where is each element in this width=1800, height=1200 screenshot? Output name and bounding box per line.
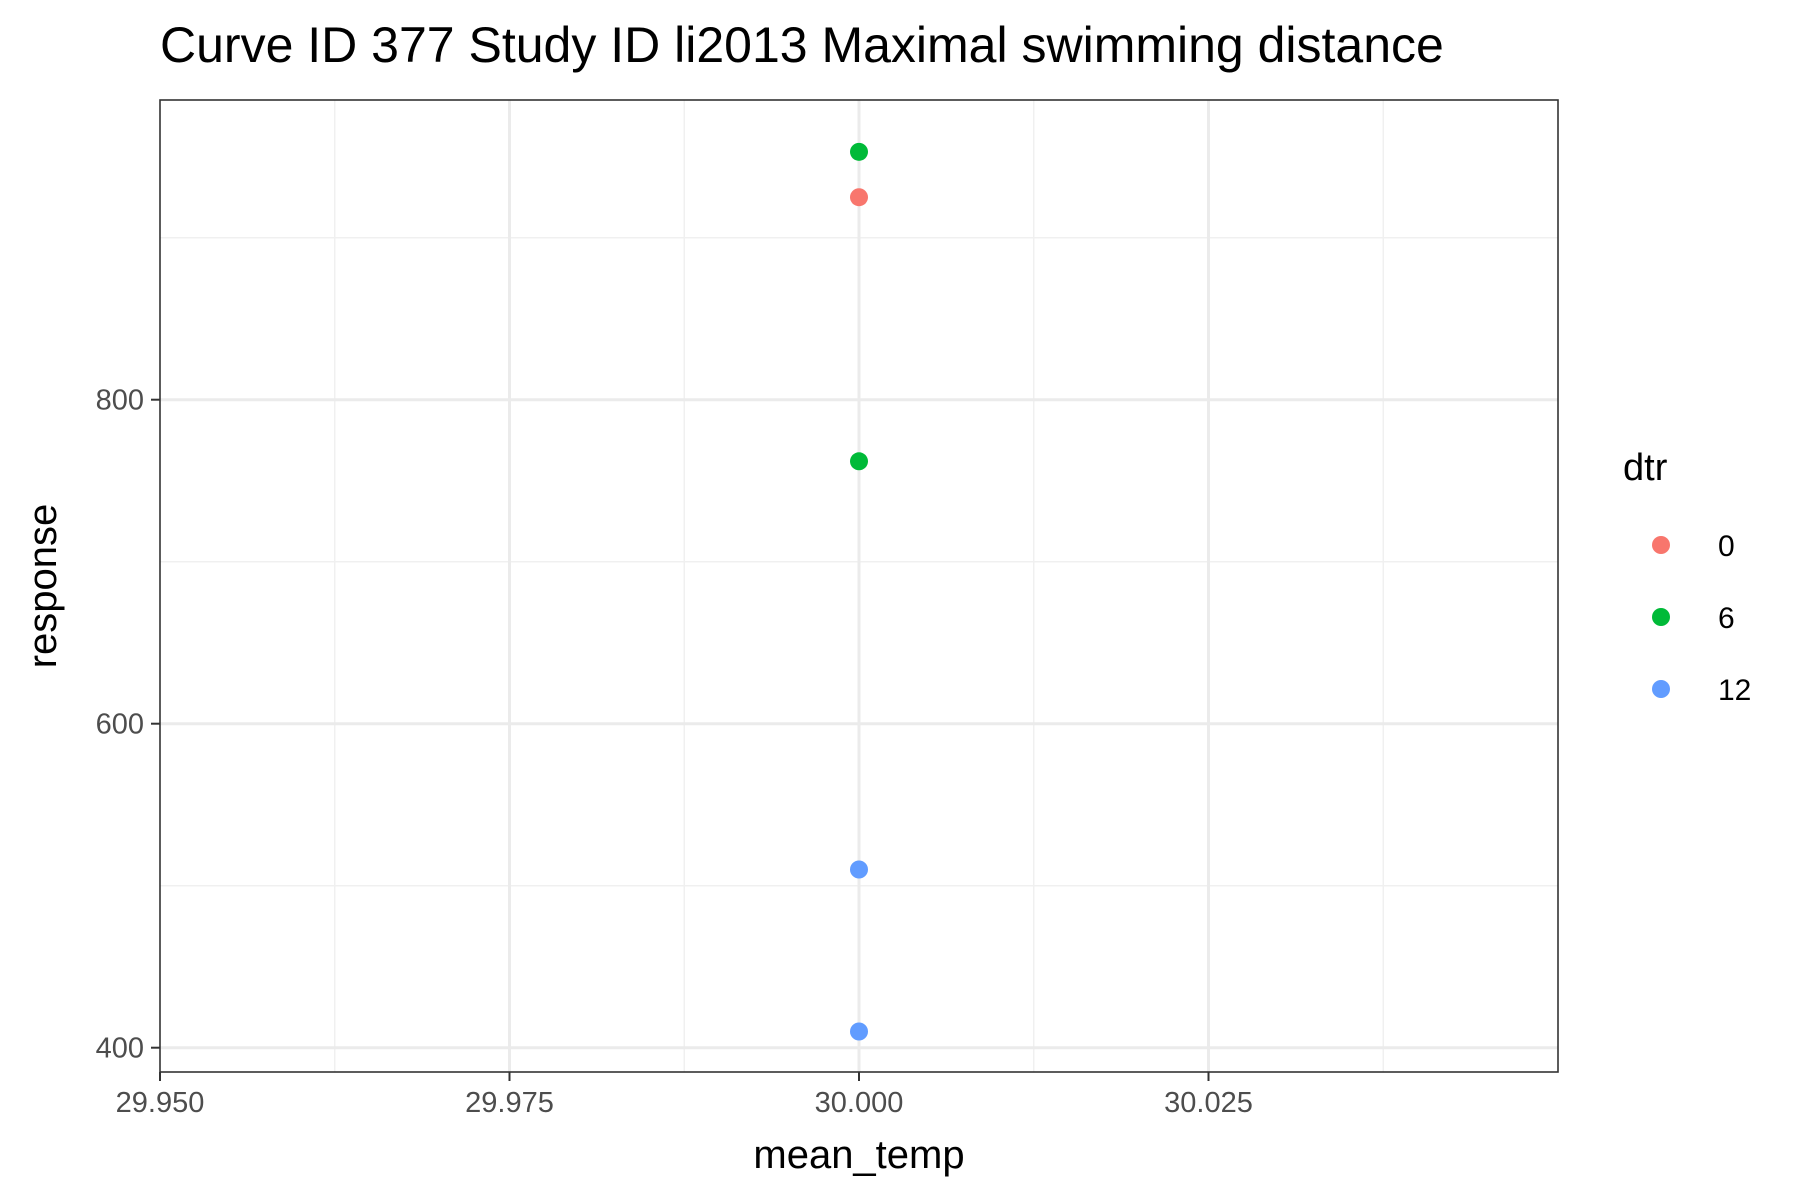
- x-tick-label: 30.025: [1164, 1087, 1253, 1119]
- legend: dtr 0 6 12: [1623, 447, 1751, 707]
- legend-label: 12: [1718, 674, 1751, 707]
- x-axis-title: mean_temp: [753, 1133, 964, 1177]
- data-point-dtr-6: [850, 452, 868, 471]
- legend-label: 6: [1718, 602, 1735, 635]
- legend-key-dtr-12: [1652, 680, 1670, 698]
- data-point-dtr-12: [850, 860, 868, 879]
- data-point-dtr-0: [850, 188, 868, 207]
- axis-ticks: 29.950 29.975 30.000 30.025 400 600 800: [96, 385, 1253, 1119]
- legend-key-dtr-6: [1652, 608, 1670, 626]
- data-points: [850, 142, 868, 1041]
- legend-key-dtr-0: [1652, 536, 1670, 554]
- legend-label: 0: [1718, 530, 1735, 563]
- grid: [160, 100, 1558, 1072]
- y-axis-title: response: [21, 504, 65, 669]
- data-point-dtr-6: [850, 142, 868, 161]
- chart-title: Curve ID 377 Study ID li2013 Maximal swi…: [160, 17, 1444, 73]
- legend-title: dtr: [1623, 447, 1668, 489]
- x-tick-label: 30.000: [815, 1087, 904, 1119]
- x-tick-label: 29.950: [116, 1087, 205, 1119]
- data-point-dtr-12: [850, 1022, 868, 1041]
- y-tick-label: 400: [96, 1033, 144, 1065]
- y-tick-label: 800: [96, 385, 144, 417]
- x-tick-label: 29.975: [465, 1087, 554, 1119]
- y-tick-label: 600: [96, 709, 144, 741]
